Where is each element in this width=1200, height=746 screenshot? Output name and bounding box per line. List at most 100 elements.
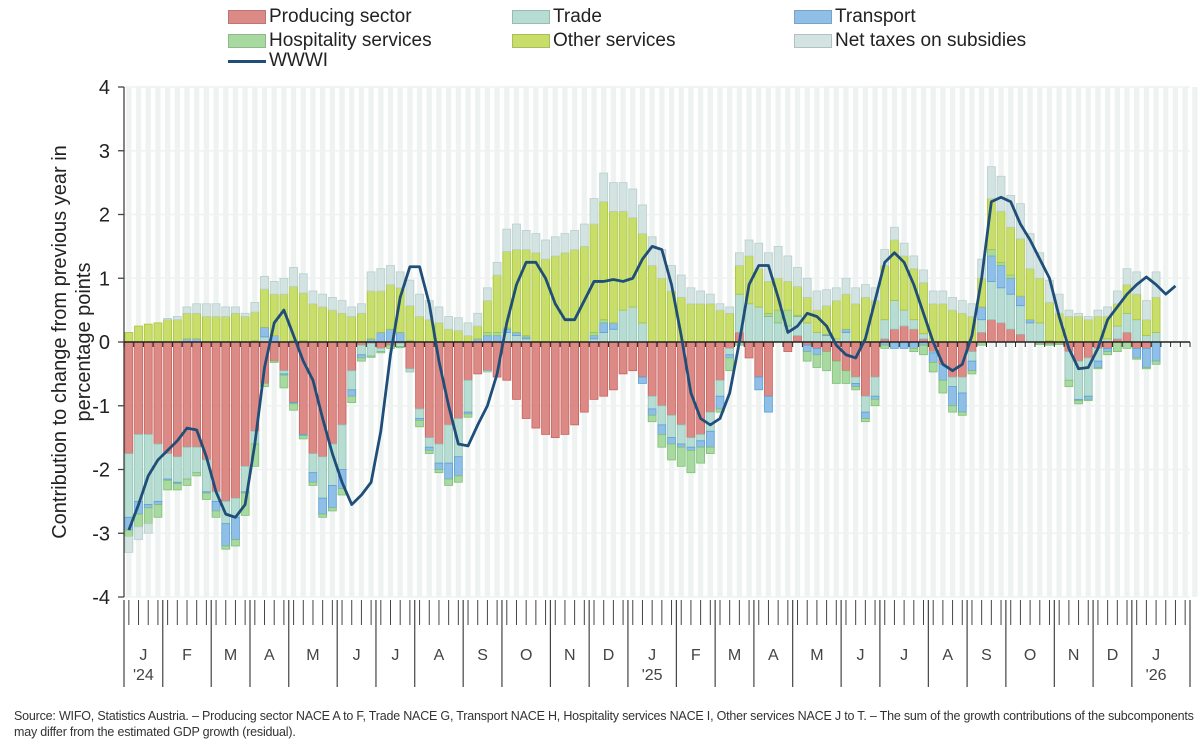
bar-transport (957, 392, 967, 413)
bar-taxes (201, 303, 211, 317)
bar-other (1025, 268, 1035, 321)
month-label: F (691, 647, 701, 664)
bar-other (153, 322, 163, 343)
month-label: O (520, 647, 532, 664)
bar-taxes (744, 239, 754, 257)
month-label: N (564, 647, 576, 664)
bar-transport (676, 443, 686, 448)
bar-taxes (734, 252, 744, 266)
bar-hospitality (492, 332, 502, 337)
bar-taxes (957, 300, 967, 314)
bar-taxes (841, 277, 851, 295)
bar-producing (589, 341, 599, 400)
bar-hospitality (1103, 351, 1113, 356)
bar-other (260, 288, 269, 328)
bar-hospitality (347, 395, 357, 403)
bar-other (938, 303, 948, 343)
bar-trade (860, 395, 870, 413)
legend-item-wwwi: WWWI (228, 50, 328, 72)
bar-other (948, 309, 957, 343)
bar-taxes (521, 230, 531, 250)
bar-other (812, 309, 822, 333)
bar-hospitality (1035, 342, 1045, 345)
bar-taxes (211, 303, 221, 317)
bar-transport (841, 328, 851, 333)
y-tick-label: -3 (92, 523, 110, 545)
bar-transport (1151, 341, 1161, 362)
bar-producing (337, 341, 347, 426)
bar-producing (860, 341, 870, 397)
bar-taxes (696, 290, 705, 305)
bar-hospitality (696, 446, 705, 464)
bar-producing (579, 341, 589, 413)
bar-hospitality (211, 510, 221, 518)
bar-trade (890, 300, 899, 330)
bar-other (764, 281, 773, 314)
bar-trade (405, 368, 415, 373)
bar-other (201, 316, 211, 343)
bar-producing (201, 341, 211, 461)
bar-trade (1035, 322, 1045, 343)
bar-trade (657, 405, 667, 426)
bar-producing (822, 341, 831, 352)
bar-producing (812, 341, 822, 349)
legend-label-transport: Transport (835, 6, 916, 27)
bar-other (211, 316, 221, 343)
bar-other (793, 286, 802, 316)
bar-hospitality (231, 539, 240, 547)
bar-hospitality (453, 475, 463, 483)
bar-trade (1122, 312, 1132, 333)
bar-hospitality (1083, 398, 1093, 402)
bar-trade (376, 347, 386, 352)
bar-trade (424, 437, 434, 448)
bar-trade (919, 333, 928, 340)
y-tick-label: 4 (99, 77, 110, 99)
bar-hospitality (880, 344, 890, 349)
bar-transport (764, 395, 773, 413)
bar-producing (453, 341, 463, 419)
bar-transport (609, 322, 618, 330)
bar-hospitality (279, 374, 289, 389)
bar-taxes (793, 267, 802, 287)
legend-label-taxes: Net taxes on subsidies (835, 30, 1027, 51)
bar-trade (1142, 335, 1151, 343)
bar-taxes (327, 296, 337, 311)
bar-hospitality (599, 319, 609, 324)
legend-item-producing: Producing sector (228, 6, 412, 28)
month-label: M (224, 647, 237, 664)
bar-taxes (376, 268, 386, 292)
bar-other (851, 303, 861, 343)
bar-transport (1142, 347, 1151, 368)
bar-hospitality (376, 351, 386, 354)
month-label: A (942, 647, 953, 664)
bar-other (231, 312, 240, 343)
bar-hospitality (289, 403, 298, 411)
bar-hospitality (686, 449, 696, 474)
bar-taxes (308, 290, 318, 305)
bar-hospitality (444, 478, 454, 486)
year-label: '24 (133, 667, 154, 684)
bar-other (444, 328, 454, 343)
bar-taxes (492, 261, 502, 276)
bar-taxes (628, 188, 638, 219)
month-label: J (1152, 647, 1160, 664)
bar-taxes (609, 182, 618, 212)
bar-other (250, 311, 260, 342)
bar-transport (231, 516, 240, 541)
bar-taxes (337, 300, 347, 314)
bar-producing (279, 341, 289, 372)
bar-producing (134, 341, 143, 435)
bar-trade (163, 453, 172, 480)
bar-hospitality (308, 481, 318, 486)
bar-trade (124, 453, 134, 518)
legend-item-trade: Trade (512, 6, 602, 28)
bar-taxes (453, 317, 463, 331)
bar-producing (754, 341, 764, 378)
bar-producing (899, 325, 909, 343)
month-label: A (434, 647, 445, 664)
bar-producing (618, 341, 628, 375)
bar-trade (802, 322, 812, 343)
bar-hospitality (676, 446, 686, 467)
y-tick-label: 1 (99, 268, 110, 290)
bar-producing (415, 341, 424, 410)
